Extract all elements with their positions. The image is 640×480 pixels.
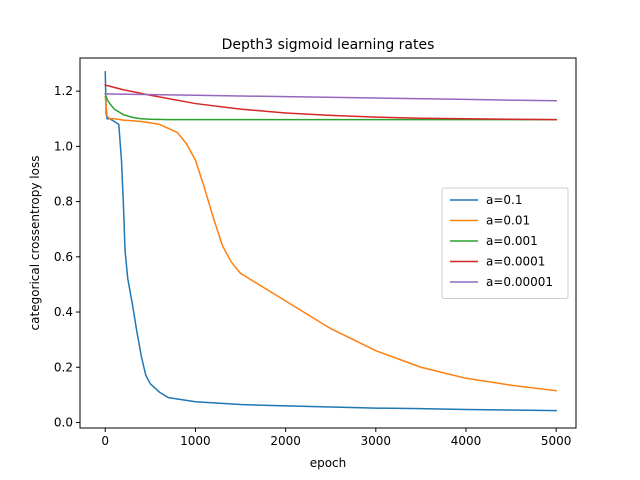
- x-axis-ticks: 0 1000 2000 3000 4000 5000: [101, 428, 571, 448]
- x-tick-label: 4000: [451, 434, 482, 448]
- series-line-1: [104, 71, 557, 412]
- legend-label-4: a=0.0001: [486, 255, 545, 269]
- y-tick-label: 0.2: [54, 360, 73, 374]
- x-tick-label: 3000: [361, 434, 392, 448]
- legend-label-1: a=0.1: [486, 193, 523, 207]
- series-lines: [104, 71, 557, 412]
- series-line-3: [104, 92, 557, 121]
- y-axis-ticks: 0.0 0.2 0.4 0.6 0.8 1.0 1.2: [54, 84, 80, 429]
- x-tick-label: 2000: [270, 434, 301, 448]
- x-tick-label: 1000: [180, 434, 211, 448]
- legend: a=0.1 a=0.01 a=0.001 a=0.0001 a=0.00001: [441, 187, 569, 299]
- y-tick-label: 0.4: [54, 305, 73, 319]
- y-tick-label: 0.0: [54, 415, 73, 429]
- plot-frame: [79, 57, 577, 429]
- chart-title: Depth3 sigmoid learning rates: [222, 37, 435, 53]
- y-tick-label: 0.8: [54, 195, 73, 209]
- legend-label-5: a=0.00001: [486, 275, 553, 289]
- y-axis-label: categorical crossentropy loss: [28, 156, 42, 331]
- x-axis-label: epoch: [310, 456, 347, 470]
- y-tick-label: 1.2: [54, 84, 73, 98]
- y-tick-label: 1.0: [54, 139, 73, 153]
- y-tick-label: 0.6: [54, 250, 73, 264]
- legend-box: [441, 187, 569, 299]
- legend-label-2: a=0.01: [486, 214, 530, 228]
- x-tick-label: 5000: [541, 434, 572, 448]
- series-line-2: [104, 95, 557, 392]
- x-tick-label: 0: [101, 434, 109, 448]
- series-line-5: [104, 93, 557, 102]
- legend-label-3: a=0.001: [486, 234, 538, 248]
